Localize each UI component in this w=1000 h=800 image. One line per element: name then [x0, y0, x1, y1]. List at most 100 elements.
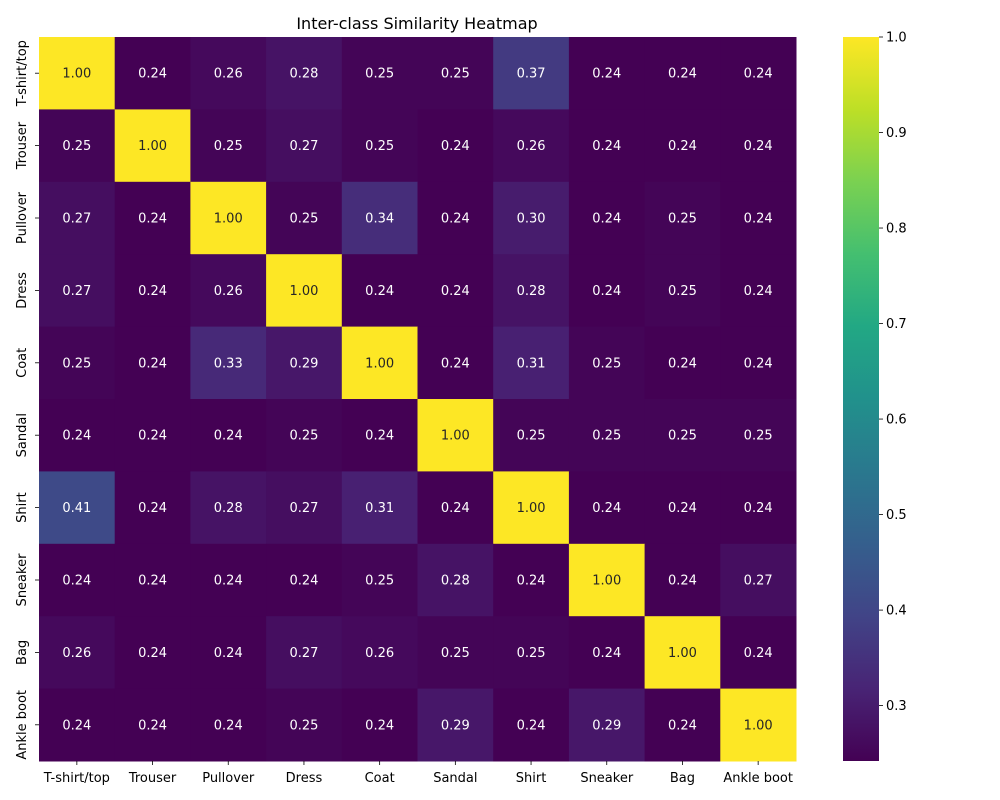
- cell-value-label: 0.24: [138, 718, 167, 733]
- cell-value-label: 0.26: [62, 646, 91, 661]
- heatmap-cell: [39, 326, 116, 400]
- heatmap-cell: [568, 37, 646, 110]
- heatmap-cell: [417, 616, 494, 690]
- heatmap-cell: [114, 181, 191, 255]
- colorbar-tick-label: 0.6: [886, 413, 907, 428]
- heatmap-cell: [568, 543, 646, 617]
- cell-value-label: 0.25: [289, 212, 318, 227]
- colorbar-tick-label: 0.3: [886, 699, 907, 714]
- heatmap-cell: [417, 543, 494, 617]
- chart-title: Inter-class Similarity Heatmap: [296, 14, 537, 33]
- x-axis: T-shirt/top Trouser Pullover Dress Coat Sanda…: [43, 761, 793, 786]
- heatmap-cell: [493, 326, 570, 400]
- cell-value-label: 0.25: [214, 139, 243, 154]
- heatmap-cell: [644, 543, 721, 617]
- heatmap-cell: [39, 181, 116, 255]
- heatmap-cell: [644, 326, 721, 400]
- heatmap-cell: [644, 181, 721, 255]
- cell-value-label: 0.26: [214, 284, 243, 299]
- heatmap-cell: [190, 543, 267, 617]
- heatmap-cell: [266, 37, 343, 110]
- cell-value-label: 0.24: [441, 356, 470, 371]
- cell-value-label: 0.24: [138, 646, 167, 661]
- heatmap-cell: [190, 688, 267, 762]
- heatmap-cell: [568, 109, 646, 183]
- heatmap-cell: [644, 688, 721, 762]
- heatmap-cell: [39, 254, 116, 328]
- heatmap-cell: [720, 37, 797, 110]
- heatmap-cell: [644, 254, 721, 328]
- heatmap-cell: [266, 254, 343, 328]
- cell-value-label: 0.28: [441, 574, 470, 589]
- heatmap-cell: [417, 109, 494, 183]
- heatmap-cell: [720, 616, 797, 690]
- cell-value-label: 0.33: [214, 356, 243, 371]
- heatmap-cell: [341, 616, 418, 690]
- heatmap-cell: [568, 616, 646, 690]
- heatmap-cell: [720, 109, 797, 183]
- cell-value-label: 0.24: [744, 284, 773, 299]
- cell-value-label: 0.25: [668, 429, 697, 444]
- heatmap-cell: [493, 181, 570, 255]
- heatmap-cell: [720, 399, 797, 472]
- heatmap-cell: [114, 109, 191, 183]
- cell-value-label: 0.24: [365, 284, 394, 299]
- cell-value-label: 0.34: [365, 212, 394, 227]
- y-tick-label: Trouser: [15, 121, 30, 170]
- cell-value-label: 0.26: [517, 139, 546, 154]
- cell-value-label: 0.24: [668, 718, 697, 733]
- cell-value-label: 1.00: [517, 501, 546, 516]
- heatmap-cell: [493, 399, 570, 472]
- heatmap-cell: [266, 181, 343, 255]
- heatmap-cell: [114, 471, 191, 545]
- cell-value-label: 0.25: [62, 139, 91, 154]
- colorbar-tick-label: 1.0: [886, 31, 907, 46]
- heatmap-cell: [493, 37, 570, 110]
- heatmap-cell: [417, 37, 494, 110]
- heatmap-cell: [720, 181, 797, 255]
- cell-value-label: 0.24: [592, 284, 621, 299]
- heatmap-cell: [644, 616, 721, 690]
- cell-value-label: 0.24: [62, 574, 91, 589]
- cell-value-label: 1.00: [668, 646, 697, 661]
- cell-value-label: 0.24: [138, 284, 167, 299]
- cell-value-label: 0.25: [592, 356, 621, 371]
- heatmap-cell: [266, 109, 343, 183]
- cell-value-label: 0.24: [138, 67, 167, 82]
- cell-value-label: 0.24: [214, 574, 243, 589]
- colorbar-tick-label: 0.8: [886, 222, 907, 237]
- cell-value-label: 0.25: [441, 67, 470, 82]
- cell-value-label: 0.24: [744, 356, 773, 371]
- x-tick-label: Pullover: [202, 771, 255, 786]
- cell-value-label: 0.24: [744, 501, 773, 516]
- cell-value-label: 0.24: [62, 718, 91, 733]
- heatmap-cell: [341, 254, 418, 328]
- heatmap-cell: [190, 326, 267, 400]
- heatmap-cell: [190, 181, 267, 255]
- cell-value-label: 0.24: [668, 574, 697, 589]
- cell-value-label: 0.25: [289, 429, 318, 444]
- cell-value-label: 1.00: [289, 284, 318, 299]
- cell-value-label: 0.25: [517, 429, 546, 444]
- y-tick-label: Sneaker: [15, 553, 30, 607]
- cell-value-label: 0.28: [517, 284, 546, 299]
- cell-value-label: 0.29: [592, 718, 621, 733]
- heatmap-cell: [417, 688, 494, 762]
- cell-value-label: 0.24: [138, 574, 167, 589]
- heatmap-cell: [266, 543, 343, 617]
- heatmap-cell: [720, 254, 797, 328]
- heatmap-cell: [493, 543, 570, 617]
- heatmap-cell: [417, 399, 494, 472]
- cell-value-label: 0.24: [214, 718, 243, 733]
- cell-value-label: 0.24: [441, 501, 470, 516]
- cell-value-label: 0.24: [441, 284, 470, 299]
- heatmap-cell: [493, 688, 570, 762]
- heatmap-cell: [266, 399, 343, 472]
- cell-value-label: 0.24: [668, 139, 697, 154]
- cell-value-label: 0.25: [517, 646, 546, 661]
- heatmap-cell: [39, 543, 116, 617]
- cell-value-label: 0.24: [668, 501, 697, 516]
- cell-value-label: 0.24: [138, 212, 167, 227]
- cell-value-label: 1.00: [744, 718, 773, 733]
